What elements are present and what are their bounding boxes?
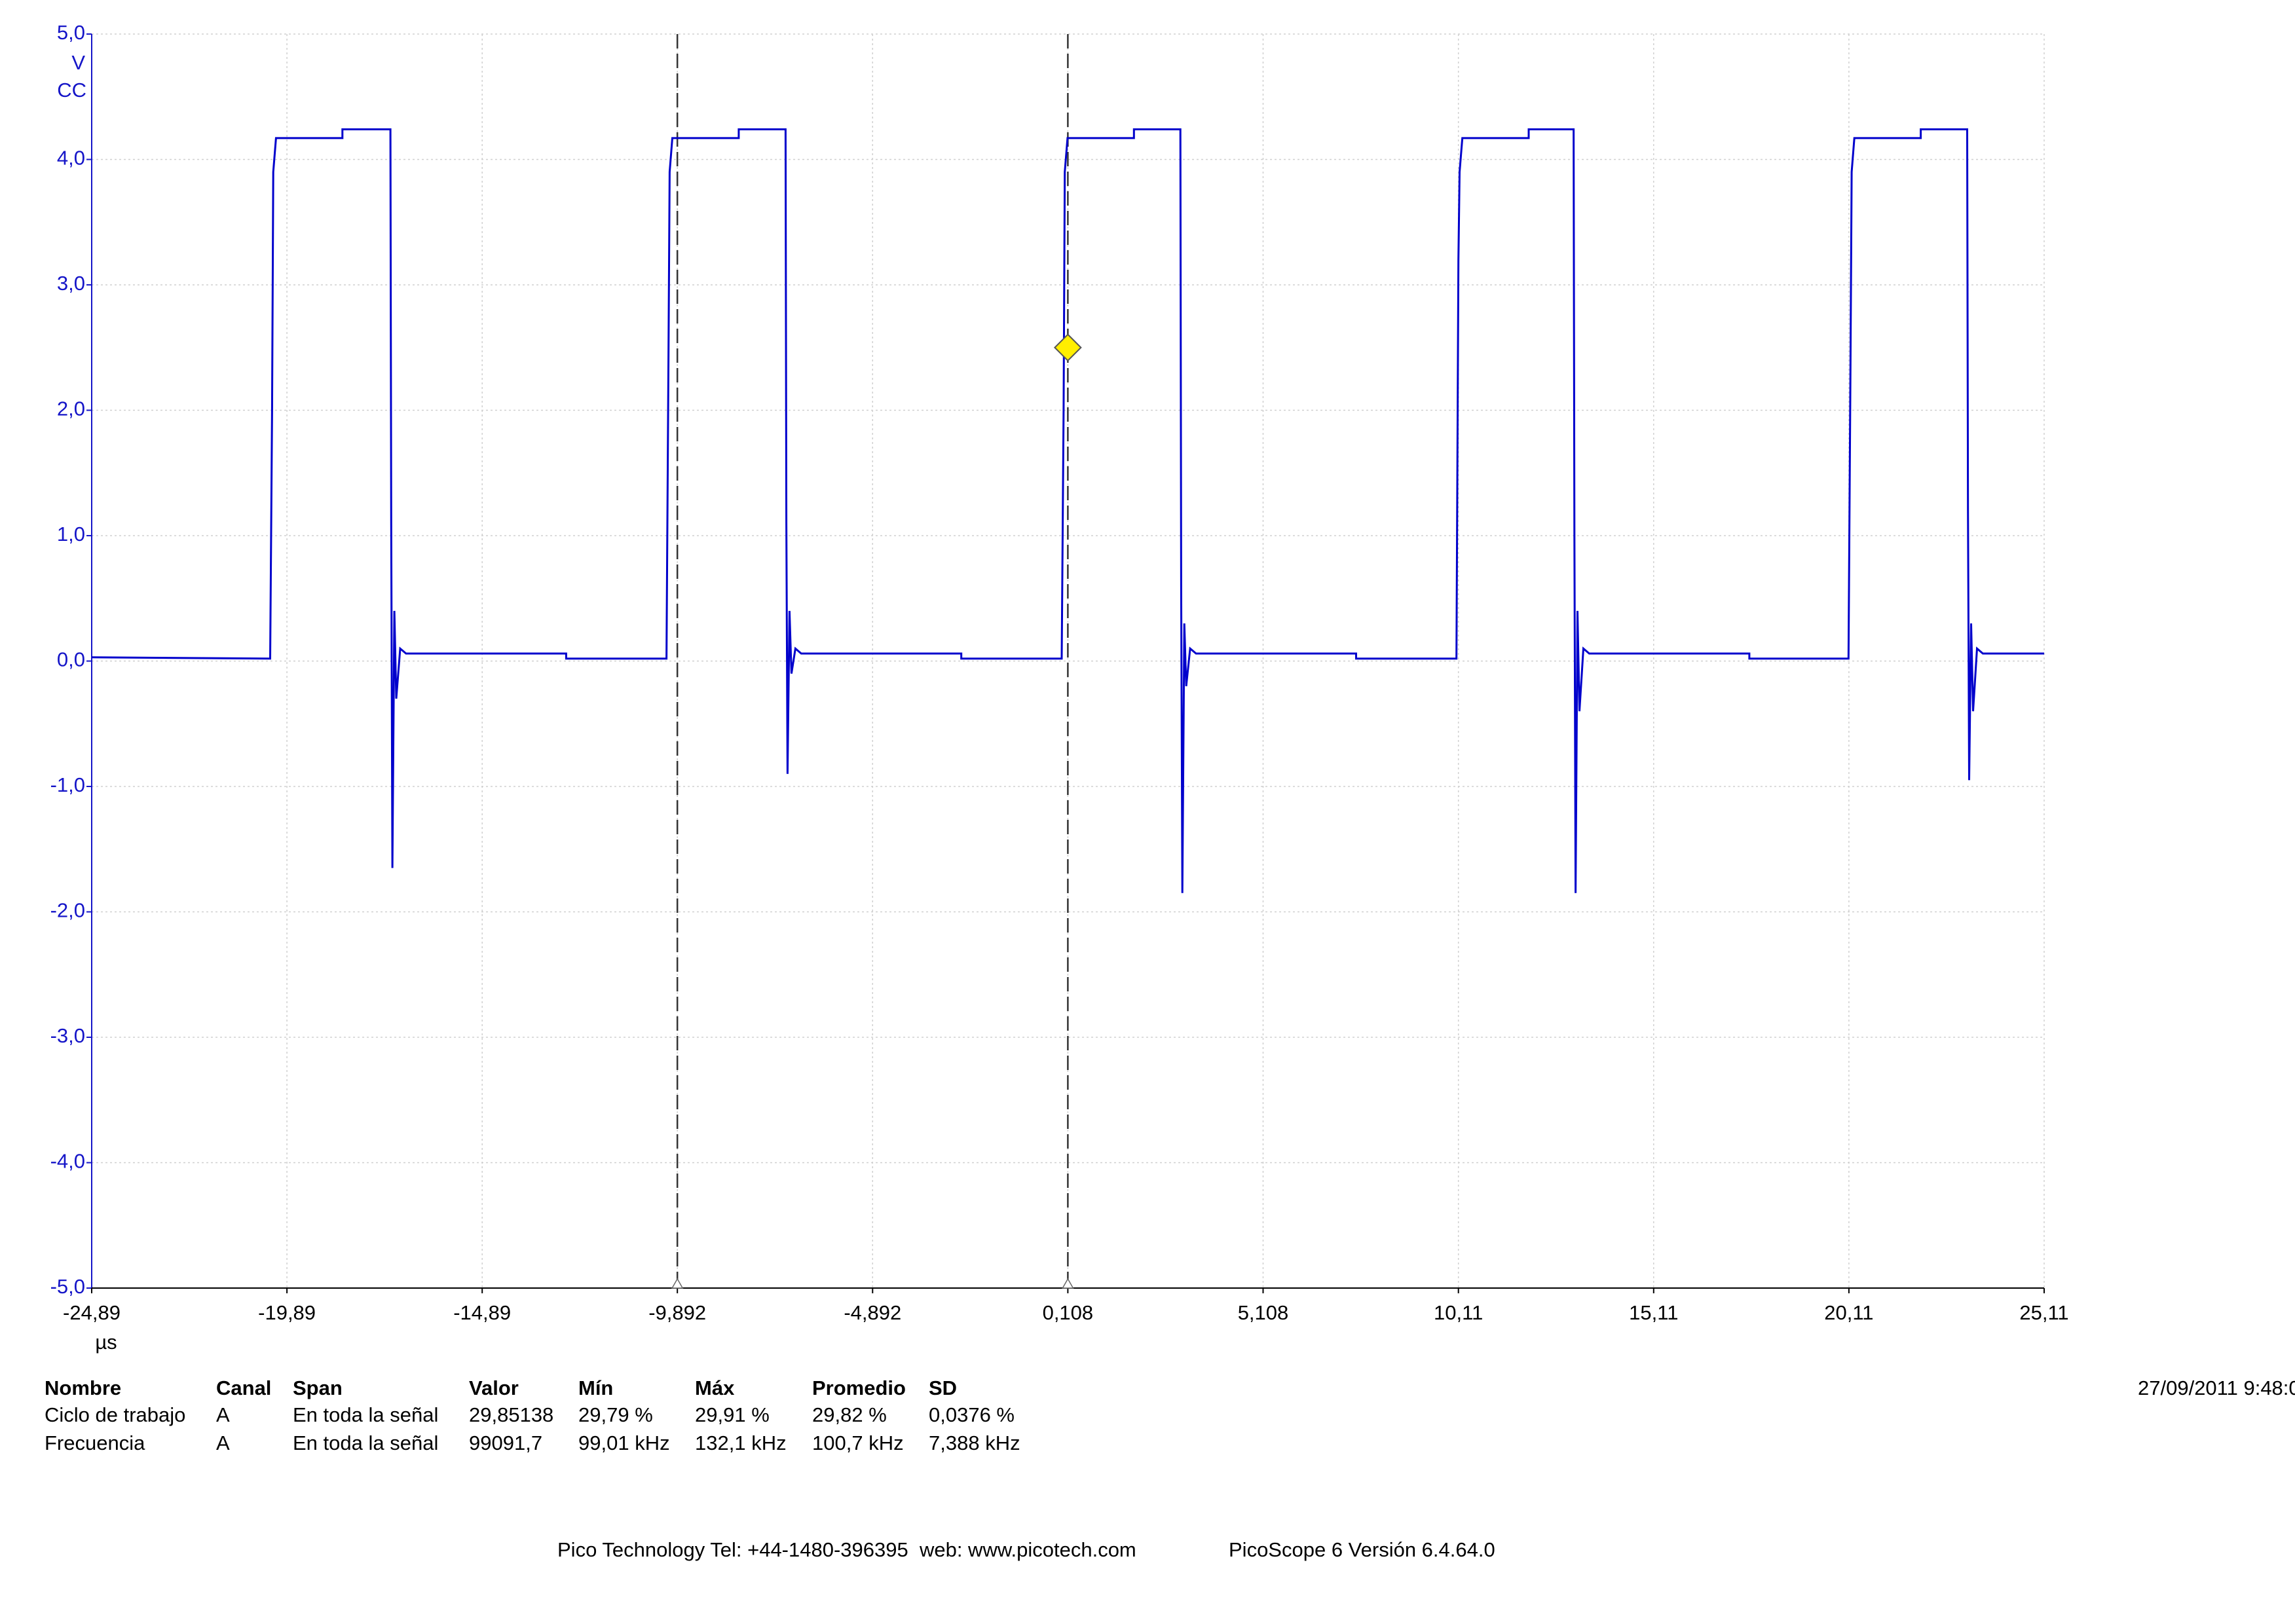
table-cell: En toda la señal: [293, 1431, 438, 1454]
table-cell: 29,79 %: [578, 1403, 653, 1426]
table-header: Máx: [695, 1376, 735, 1399]
y-tick-label: 3,0: [57, 272, 85, 295]
x-tick-label: -9,892: [648, 1301, 706, 1324]
table-cell: 99,01 kHz: [578, 1431, 670, 1454]
table-cell: En toda la señal: [293, 1403, 438, 1426]
footer-version: PicoScope 6 Versión 6.4.64.0: [1229, 1538, 1495, 1561]
table-cell: Frecuencia: [45, 1431, 145, 1454]
x-tick-label: -24,89: [63, 1301, 121, 1324]
table-header: Nombre: [45, 1376, 121, 1399]
cursor-handle: [671, 1278, 684, 1289]
table-header: SD: [929, 1376, 957, 1399]
waveform: [91, 128, 2044, 893]
y-tick-label: 4,0: [57, 147, 85, 170]
x-unit: µs: [95, 1331, 117, 1354]
y-tick-label: -3,0: [50, 1024, 85, 1047]
table-header: Span: [293, 1376, 343, 1399]
x-tick-label: 20,11: [1824, 1301, 1873, 1324]
y-tick-label: 2,0: [57, 397, 85, 420]
x-tick-label: 0,108: [1043, 1301, 1094, 1324]
table-header: Promedio: [812, 1376, 906, 1399]
trigger-marker: [1053, 333, 1082, 362]
x-tick-label: 25,11: [2019, 1301, 2068, 1324]
y-tick-label: 0,0: [57, 648, 85, 671]
table-cell: 100,7 kHz: [812, 1431, 904, 1454]
y-tick-label: -4,0: [50, 1150, 85, 1173]
table-cell: 7,388 kHz: [929, 1431, 1020, 1454]
x-tick-label: -4,892: [844, 1301, 901, 1324]
y-tick-label: -5,0: [50, 1275, 85, 1298]
x-tick-label: 15,11: [1629, 1301, 1678, 1324]
x-tick-label: 10,11: [1434, 1301, 1483, 1324]
table-cell: 29,85138: [469, 1403, 553, 1426]
x-tick-label: -14,89: [453, 1301, 511, 1324]
x-tick-label: -19,89: [258, 1301, 316, 1324]
y-tick-label: 5,0: [57, 21, 85, 44]
table-header: Canal: [216, 1376, 271, 1399]
table-cell: Ciclo de trabajo: [45, 1403, 185, 1426]
table-header: Valor: [469, 1376, 519, 1399]
x-tick-label: 5,108: [1238, 1301, 1289, 1324]
table-cell: 29,82 %: [812, 1403, 887, 1426]
y-unit: V: [71, 51, 85, 74]
table-cell: 99091,7: [469, 1431, 542, 1454]
table-cell: 0,0376 %: [929, 1403, 1015, 1426]
table-header: Mín: [578, 1376, 613, 1399]
table-cell: A: [216, 1403, 230, 1426]
table-cell: A: [216, 1431, 230, 1454]
y-tick-label: -2,0: [50, 899, 85, 922]
coupling: CC: [57, 79, 86, 101]
cursor-handle: [1062, 1278, 1074, 1289]
footer-company: Pico Technology Tel: +44-1480-396395 web…: [557, 1538, 1136, 1561]
timestamp: 27/09/2011 9:48:03: [2138, 1376, 2295, 1399]
y-tick-label: 1,0: [57, 523, 85, 545]
table-cell: 132,1 kHz: [695, 1431, 787, 1454]
table-cell: 29,91 %: [695, 1403, 770, 1426]
y-tick-label: -1,0: [50, 773, 85, 796]
